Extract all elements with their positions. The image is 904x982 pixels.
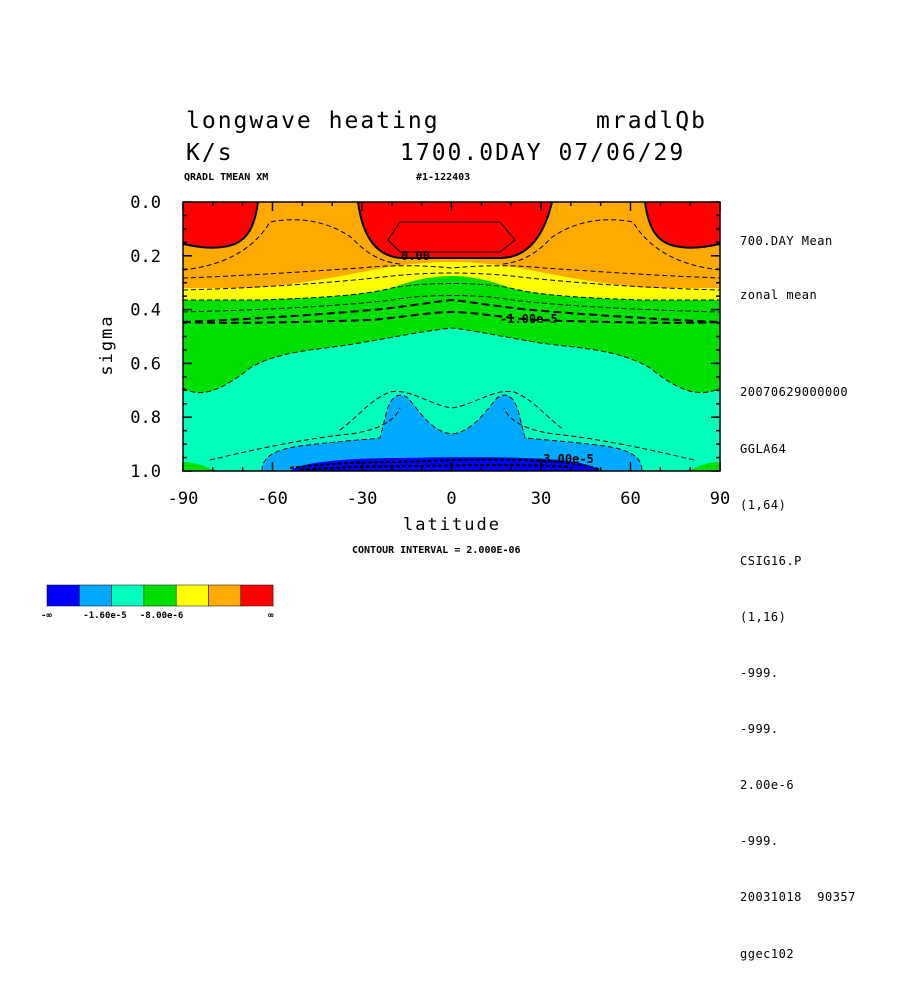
x-tick-label: 30 (531, 489, 551, 509)
contour-lines (183, 202, 720, 471)
contour-line-positive (387, 221, 516, 253)
contour-line-minus-1e-5 (183, 298, 720, 323)
colorbar-swatch (46, 584, 80, 607)
y-tick-label: 0.6 (130, 354, 161, 374)
chart-title: longwave heating (186, 108, 440, 134)
y-tick-labels: 0.0 0.2 0.4 0.6 0.8 1.0 (130, 193, 161, 482)
contour-line (183, 265, 720, 279)
axis-ticks (182, 201, 721, 472)
contour-interval-label: CONTOUR INTERVAL = 2.000E-06 (352, 545, 521, 556)
variable-label: QRADL TMEAN XM (184, 172, 269, 183)
side-info-line: (1,64) (740, 497, 787, 512)
colorbar (46, 584, 274, 607)
y-tick-label: 0.8 (130, 408, 161, 428)
experiment-name: mradlQb (596, 108, 707, 134)
side-info-line: ggec102 (740, 946, 795, 961)
side-info-line: zonal mean (740, 288, 818, 302)
contour-line-zero-left (183, 202, 259, 249)
colorbar-swatch (240, 584, 274, 607)
contour-label: -3.00e-5 (536, 452, 594, 466)
y-tick-label: 0.2 (130, 247, 161, 267)
contour-fill-green-corner-right (688, 462, 720, 471)
contour-fill-red-left (183, 202, 258, 248)
x-tick-labels: -90 -60 -30 0 30 60 90 (168, 489, 731, 509)
x-tick-label: 0 (446, 489, 456, 509)
filled-contours (183, 202, 720, 471)
side-info-line: CSIG16.P (740, 553, 802, 568)
contour-line (339, 390, 565, 431)
side-info-line: 700.DAY Mean (740, 234, 833, 248)
colorbar-label: -8.00e-6 (140, 611, 183, 621)
y-tick-label: 1.0 (130, 462, 161, 482)
contour-fill-red-right (645, 202, 720, 248)
contour-labels: 0.00 -1.00e-5 -3.00e-5 (401, 249, 594, 466)
contour-line (183, 283, 720, 301)
x-tick-label: -30 (347, 489, 378, 509)
y-tick-label: 0.4 (130, 301, 161, 321)
side-info-top: 700.DAY Mean zonal mean (740, 196, 833, 322)
colorbar-labels: -∞ -1.60e-5 -8.00e-6 ∞ (41, 611, 274, 621)
side-info-line: GGLA64 (740, 441, 787, 456)
colorbar-swatch (143, 584, 177, 607)
side-info-line: 20070629000000 (740, 385, 849, 400)
contour-plot: 0.00 -1.00e-5 -3.00e-5 -90 -60 -30 0 30 60 90 … (41, 193, 731, 621)
contour-line (183, 272, 720, 291)
colorbar-swatch (111, 584, 145, 607)
time-label: 1700.0DAY 07/06/29 (400, 140, 686, 166)
contour-fill-red-tropical (358, 202, 552, 258)
contour-fill-green-corner-left (183, 462, 215, 471)
colorbar-label: -∞ (41, 611, 52, 621)
contour-line-zero (357, 202, 553, 259)
y-tick-label: 0.0 (130, 193, 161, 213)
x-tick-label: -60 (257, 489, 288, 509)
colorbar-label: ∞ (268, 611, 274, 621)
x-tick-label: -90 (168, 489, 199, 509)
side-info-line: -999. (740, 665, 779, 680)
colorbar-swatch (208, 584, 242, 607)
contour-line (289, 458, 601, 471)
contour-line (183, 310, 720, 324)
run-id-label: #1-122403 (416, 172, 471, 183)
contour-line (503, 407, 695, 461)
colorbar-swatch (175, 584, 209, 607)
contour-line (209, 407, 401, 461)
x-tick-label: 90 (710, 489, 730, 509)
side-info-line: -999. (740, 834, 779, 849)
side-info-line: 2.00e-6 (740, 778, 795, 793)
side-info-line: -999. (740, 722, 779, 737)
contour-line (183, 219, 401, 271)
units-label: K/s (186, 140, 234, 166)
contour-line (299, 464, 571, 471)
contour-line (502, 219, 720, 271)
contour-line-zero-right (644, 202, 720, 249)
contour-fill-lightblue (262, 395, 642, 471)
contour-label: 0.00 (401, 249, 430, 263)
x-axis-label: latitude (403, 515, 501, 535)
contour-label: -1.00e-5 (500, 312, 558, 326)
x-tick-label: 60 (620, 489, 640, 509)
colorbar-label: -1.60e-5 (83, 611, 126, 621)
contour-line (183, 295, 720, 313)
side-info-line: 20031018 90357 (740, 890, 856, 905)
side-info-line: (1,16) (740, 609, 787, 624)
y-axis-label: sigma (97, 314, 117, 375)
contour-line (183, 327, 720, 394)
colorbar-swatch (79, 584, 112, 607)
